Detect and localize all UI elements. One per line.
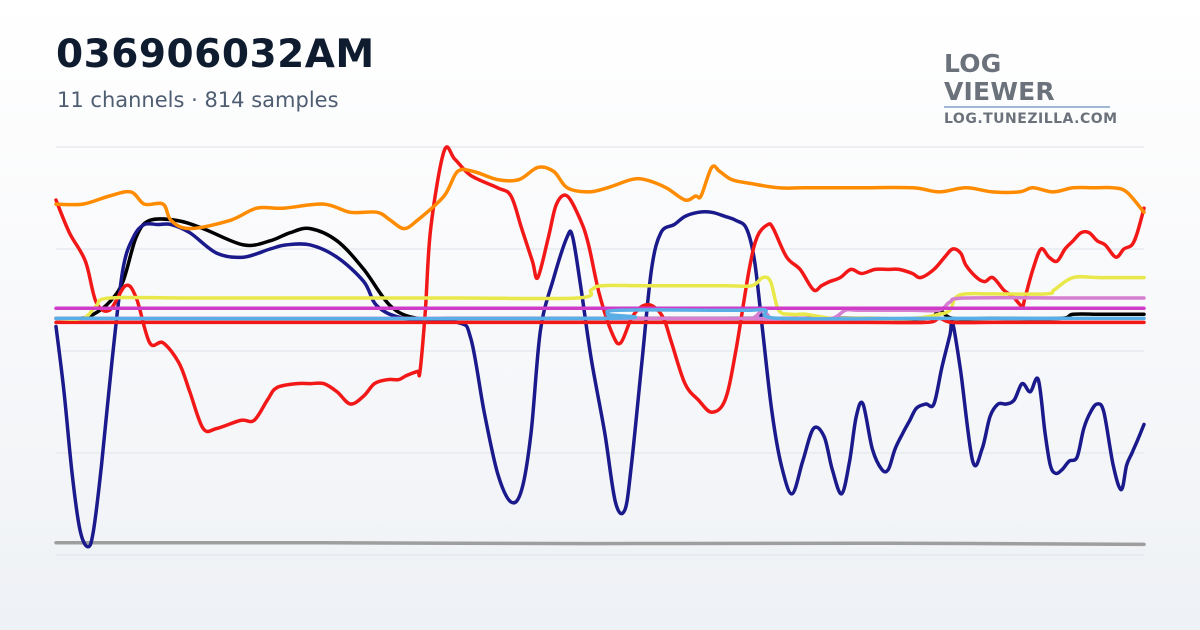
- brand-name: LOG VIEWER: [944, 49, 1055, 106]
- series-line-6: [54, 164, 1146, 231]
- chart-grid: [56, 146, 1144, 556]
- series-line-10: [54, 307, 1146, 321]
- series-line-3: [54, 210, 1146, 549]
- chart-series: [54, 145, 1146, 549]
- brand-underline: [944, 106, 1110, 108]
- chart-title: 036906032AM: [56, 32, 375, 77]
- brand-url: LOG.TUNEZILLA.COM: [944, 111, 1118, 127]
- series-line-2: [54, 217, 1146, 322]
- brand-logo[interactable]: LOG VIEWER LOG.TUNEZILLA.COM: [944, 49, 1118, 127]
- chart-subtitle: 11 channels · 814 samples: [57, 88, 339, 112]
- series-line-5: [54, 316, 1146, 325]
- series-line-7: [54, 274, 1146, 322]
- series-line-1: [54, 540, 1146, 547]
